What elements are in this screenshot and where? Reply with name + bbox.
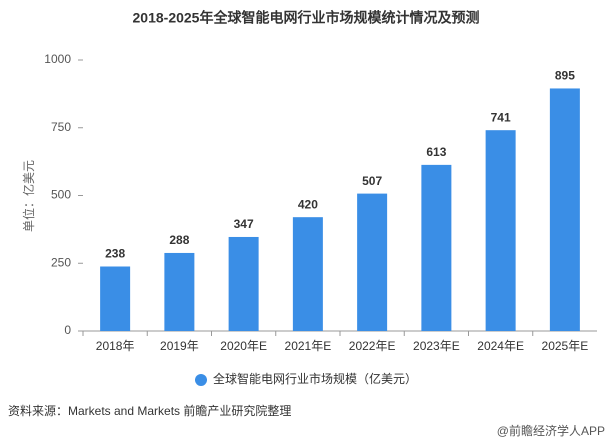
x-tick-label: 2018年 (96, 339, 135, 353)
x-tick-label: 2019年 (160, 339, 199, 353)
bar (164, 252, 195, 331)
data-label: 741 (491, 110, 511, 124)
bar (100, 266, 131, 331)
bar (228, 236, 259, 331)
data-label: 895 (555, 69, 575, 83)
y-axis-label: 单位：亿美元 (21, 160, 36, 232)
x-tick-label: 2025年E (542, 339, 589, 353)
bar (421, 164, 452, 331)
x-tick-label: 2023年E (413, 339, 460, 353)
x-tick-label: 2021年E (285, 339, 332, 353)
bar (549, 88, 580, 331)
legend-label: 全球智能电网行业市场规模（亿美元） (213, 371, 417, 386)
chart-title: 2018-2025年全球智能电网行业市场规模统计情况及预测 (133, 10, 480, 26)
bar (357, 193, 388, 331)
y-tick-label: 750 (51, 120, 71, 134)
bar (292, 217, 323, 331)
data-label: 238 (105, 247, 125, 261)
data-label: 507 (362, 174, 382, 188)
data-label: 420 (298, 197, 318, 211)
brand-note: @前瞻经济学人APP (497, 423, 605, 438)
x-tick-label: 2022年E (349, 339, 396, 353)
legend-marker (195, 374, 207, 386)
y-tick-label: 250 (51, 255, 71, 269)
data-label: 613 (426, 145, 446, 159)
bar (485, 130, 516, 331)
source-note: 资料来源：Markets and Markets 前瞻产业研究院整理 (8, 403, 291, 418)
y-tick-label: 1000 (44, 52, 71, 66)
data-label: 288 (169, 233, 189, 247)
y-tick-label: 0 (64, 323, 71, 337)
data-label: 347 (234, 217, 254, 231)
x-tick-label: 2020年E (220, 339, 267, 353)
x-tick-label: 2024年E (477, 339, 524, 353)
y-tick-label: 500 (51, 188, 71, 202)
